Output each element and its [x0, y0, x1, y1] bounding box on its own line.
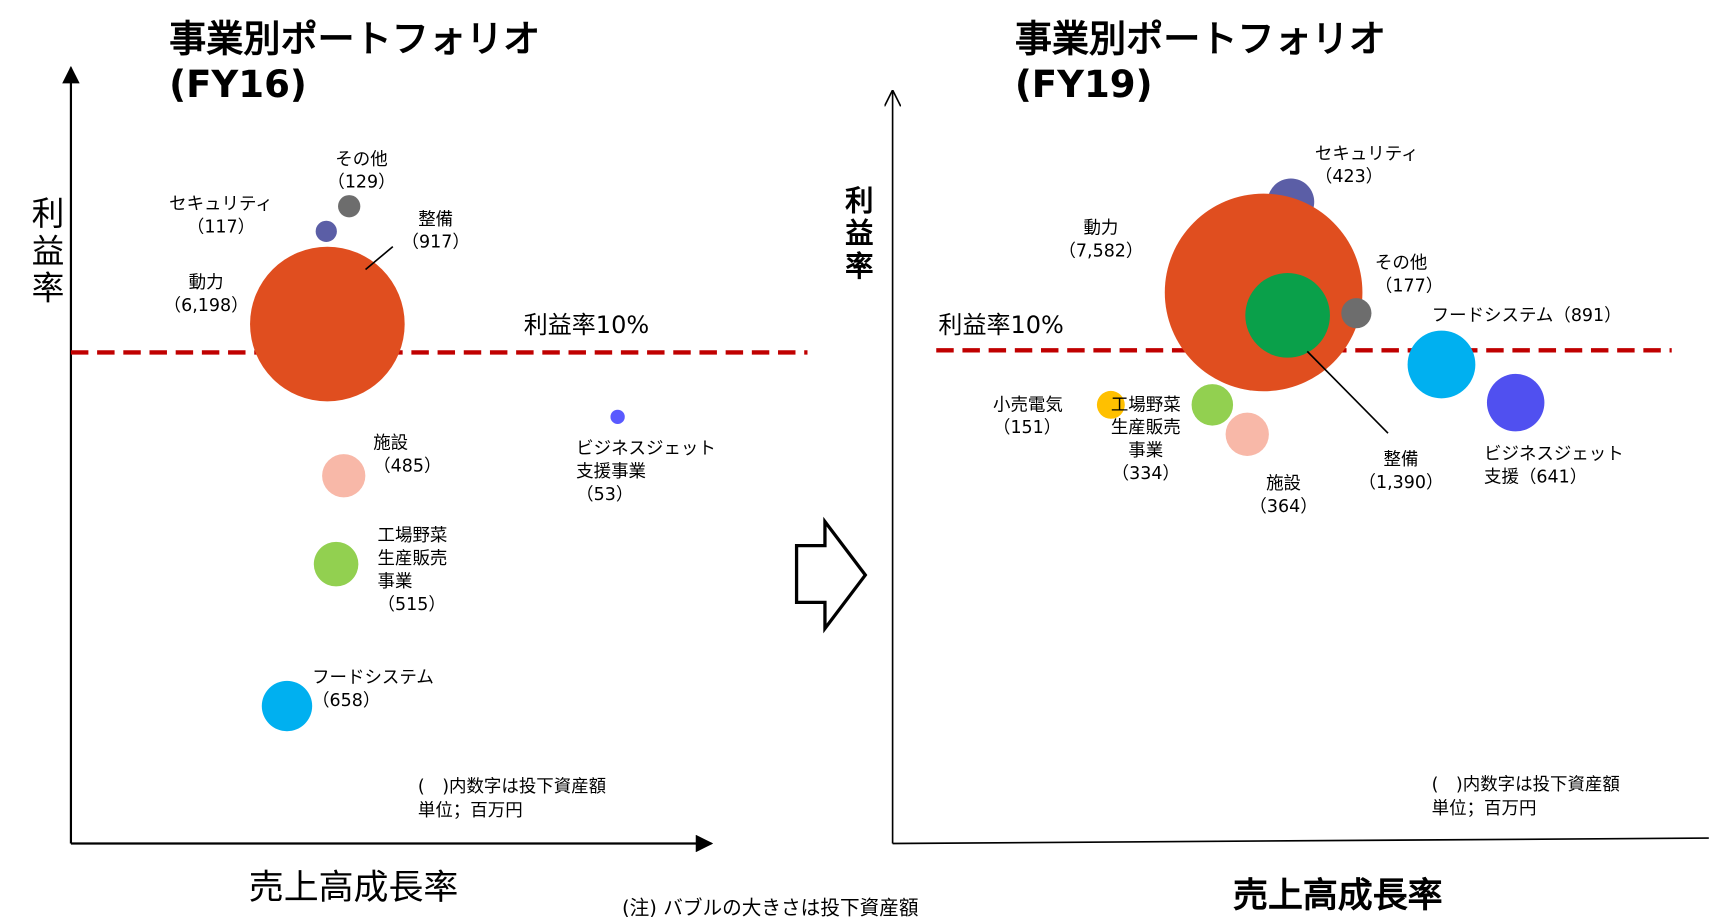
bubble-name: ビジネスジェット 支援事業 [576, 437, 716, 482]
bubble-name: フードシステム [312, 666, 434, 688]
bubble-value: （177） [1374, 274, 1444, 296]
footnote: (注) バブルの大きさは投下資産額 [621, 896, 919, 920]
bubble-label: ビジネスジェット 支援（641） [1484, 442, 1624, 488]
bubble-label: 整備 （1,390） [1359, 447, 1444, 493]
bubble-label: その他 （129） [327, 147, 395, 193]
bubble [1486, 373, 1545, 432]
bubble [322, 454, 366, 498]
bubble-value: （658） [312, 689, 381, 711]
bubble-label: フードシステム（891） [1432, 303, 1622, 326]
bubble-label: 小売電気 （151） [993, 393, 1063, 439]
bubble-value: （334） [1111, 462, 1180, 484]
bubble-name: ビジネスジェット 支援 [1484, 443, 1624, 487]
bubble [1225, 412, 1269, 456]
note: ( )内数字は投下資産額 単位；百万円 [1431, 773, 1620, 819]
bubble-name: 整備 [1383, 448, 1419, 470]
bubble-label: 施設 （485） [373, 431, 441, 477]
bubble-value: （1,390） [1358, 471, 1444, 493]
bubble-value: （6,198） [163, 294, 249, 316]
bubble-name: 動力 [1083, 217, 1119, 238]
leader-line [365, 245, 394, 271]
bubble-value: （641） [1518, 465, 1588, 487]
bubble-label: 工場野菜 生産販売 事業 （515） [378, 524, 448, 616]
bubble [1341, 298, 1372, 329]
bubble-value: （7,582） [1058, 240, 1144, 261]
bubble-value: （515） [377, 593, 446, 615]
bubble-value: （53） [576, 483, 634, 505]
bubble-label: 整備 （917） [402, 207, 470, 253]
bubble-value: （129） [327, 171, 396, 193]
bubble-name: 動力 [188, 271, 224, 293]
bubble [1191, 384, 1234, 426]
reference-label: 利益率10% [523, 312, 650, 340]
note: ( )内数字は投下資産額 単位；百万円 [417, 775, 607, 821]
bubble [261, 680, 313, 732]
bubble-value: （423） [1314, 165, 1384, 187]
bubble-value: （485） [373, 455, 442, 476]
x-axis-label: 売上高成長率 [1233, 874, 1443, 916]
bubble [313, 541, 359, 587]
bubble-label: その他 （177） [1375, 251, 1443, 297]
bubble-name: セキュリティ [169, 193, 273, 214]
y-axis-label: 利益率 [25, 196, 64, 308]
bubble-label: 動力 （6,198） [164, 271, 249, 317]
bubble-name: その他 [1374, 252, 1428, 273]
reference-label: 利益率10% [938, 312, 1064, 340]
x-axis [892, 837, 1709, 845]
bubble-label: フードシステム （658） [312, 666, 434, 712]
bubble-name: 小売電気 [992, 393, 1063, 415]
chart-title: 事業別ポートフォリオ (FY19) [1014, 17, 1386, 107]
chart-title: 事業別ポートフォリオ (FY16) [169, 17, 541, 107]
bubble-name: セキュリティ [1314, 142, 1419, 164]
bubble-label: 工場野菜 生産販売 事業 （334） [1111, 393, 1181, 485]
bubble-name: 工場野菜 生産販売 事業 [377, 524, 448, 592]
bubble-name: フードシステム [1431, 304, 1554, 326]
bubble-label: 動力 （7,582） [1058, 216, 1143, 262]
bubble [1245, 273, 1330, 358]
bubble-value: （117） [186, 216, 256, 237]
bubble [338, 195, 361, 218]
bubble-name: 施設 [373, 432, 409, 453]
bubble [610, 409, 625, 424]
bubble [315, 220, 337, 242]
bubble-value: （891） [1553, 304, 1622, 326]
bubble-value: （151） [992, 416, 1062, 438]
x-axis-label: 売上高成長率 [248, 866, 459, 908]
bubble-name: その他 [335, 148, 388, 170]
bubble-label: セキュリティ （117） [169, 192, 273, 238]
y-axis-label: 利益率 [840, 185, 873, 284]
bubble-name: 工場野菜 生産販売 事業 [1110, 393, 1181, 461]
bubble [1407, 330, 1476, 399]
bubble-label: ビジネスジェット 支援事業 （53） [576, 436, 716, 505]
bubble-value: （917） [401, 231, 470, 253]
bubble [250, 246, 405, 402]
bubble [1096, 390, 1125, 419]
arrow [794, 516, 868, 634]
bubble-name: 整備 [418, 208, 454, 230]
leader-line [1306, 350, 1389, 434]
bubble-value: （364） [1249, 495, 1318, 517]
bubble-label: 施設 （364） [1249, 471, 1317, 517]
bubble-name: 施設 [1266, 472, 1302, 494]
bubble-label: セキュリティ （423） [1315, 142, 1419, 188]
